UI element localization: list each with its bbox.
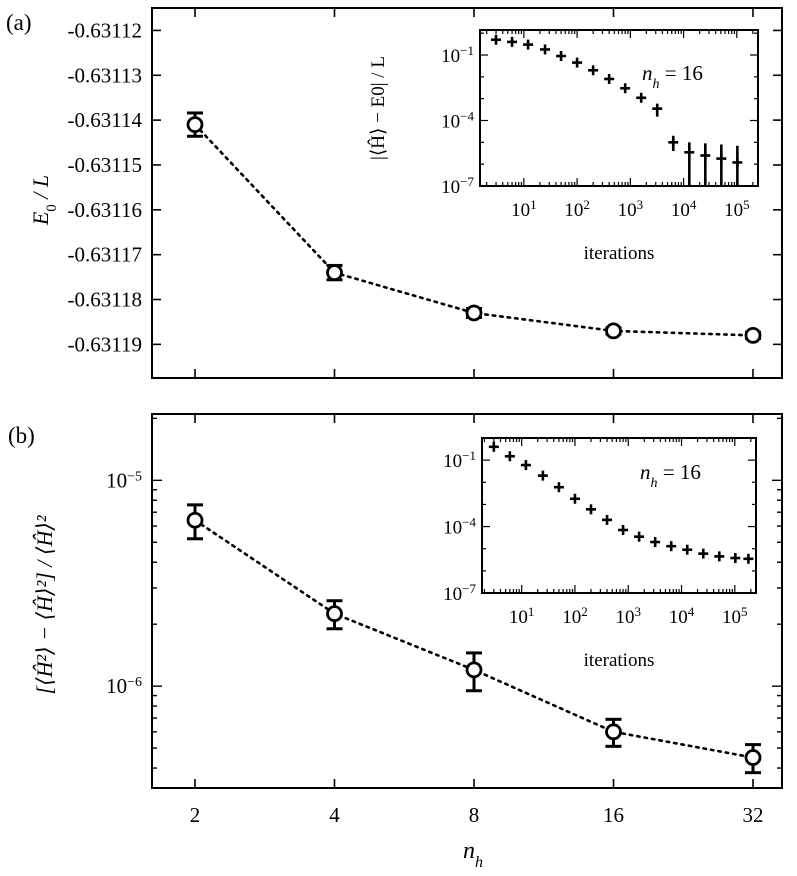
panel-b: 10−510−62 4 8 16 32 101 102 103 104 10510−110−41… — [106, 413, 783, 827]
inset-b-xtick-label: 105 — [722, 604, 748, 629]
a-ytick-label: -0.63117 — [68, 243, 142, 267]
inset-a-xtick-label: 102 — [564, 197, 590, 222]
panel-b-frame — [151, 413, 783, 789]
a-ytick-label: -0.63113 — [68, 63, 142, 87]
b-xtick-label: 4 — [329, 803, 340, 827]
a-data-point — [326, 264, 343, 282]
a-ytick-label: -0.63115 — [68, 153, 142, 177]
a-ytick-label: -0.63119 — [68, 332, 142, 356]
inset-b-xtick-label: 103 — [615, 604, 641, 629]
a-ytick-label: -0.63116 — [68, 198, 142, 222]
a-ytick-label: -0.63114 — [68, 108, 143, 132]
inset-b-xlabel: iterations — [584, 650, 655, 671]
b-data-point — [605, 723, 622, 741]
x-axis-label: nh — [463, 838, 483, 871]
a-ytick-label: -0.63112 — [68, 18, 142, 42]
inset-a-ytick-label: 10−1 — [441, 43, 474, 67]
inset-a-xtick-label: 104 — [671, 197, 697, 222]
inset-a-ytick-label: 10−4 — [441, 108, 474, 132]
inset-b-ytick-label: 10−1 — [443, 448, 476, 473]
b-xtick-label: 32 — [743, 803, 764, 827]
panel-a-frame — [151, 7, 783, 379]
b-xtick-label: 8 — [469, 803, 480, 827]
a-data-point — [465, 304, 483, 322]
a-ytick-label: -0.63118 — [68, 288, 142, 312]
inset-a-xtick-label: 101 — [511, 197, 537, 222]
a-data-point — [186, 116, 204, 134]
inset-a: 101 102 103 104 105 10−1 10−4 10−7 nh = 16 iter… — [367, 29, 759, 264]
inset-b-ytick-label: 10−4 — [443, 514, 476, 539]
inset-a-xtick-label: 103 — [618, 197, 644, 222]
b-ytick-label: 10−5 — [106, 468, 142, 492]
panel-b-ylabel: [⟨Ĥ²⟩ − ⟨Ĥ⟩²] / ⟨Ĥ⟩² — [32, 515, 57, 694]
panel-a-label: (a) — [6, 10, 32, 35]
panel-a-ylabel: E0 / L — [28, 175, 60, 226]
inset-a-annotation: nh = 16 — [642, 61, 703, 92]
b-ytick-label: 10−6 — [106, 674, 142, 698]
panel-a: -0.63112 -0.63113 -0.63114 -0.63115 -0.63116… — [68, 7, 783, 379]
b-xtick-label: 16 — [603, 803, 624, 827]
b-xtick-label: 2 — [190, 803, 201, 827]
inset-b: 101 102 103 104 105 10−1 10−4 10−7 nh = 16 iter… — [443, 437, 757, 671]
inset-a-ytick-label: 10−7 — [441, 174, 474, 199]
inset-a-xlabel: iterations — [584, 243, 655, 264]
inset-b-xtick-label: 101 — [509, 604, 535, 629]
b-data-point — [186, 511, 204, 529]
inset-b-xtick-label: 104 — [669, 604, 695, 629]
inset-b-frame — [481, 437, 757, 594]
panel-b-label: (b) — [8, 423, 35, 448]
inset-b-annotation: nh = 16 — [640, 460, 701, 491]
a-data-point — [605, 322, 622, 340]
inset-b-xtick-label: 102 — [562, 604, 588, 629]
a-data-point — [744, 326, 762, 344]
b-data-point — [465, 661, 483, 679]
b-data-point — [744, 749, 762, 766]
inset-a-ylabel: |⟨Ĥ⟩ − E0| / L — [367, 56, 389, 160]
inset-a-xtick-label: 105 — [724, 197, 750, 222]
inset-b-ytick-label: 10−7 — [443, 581, 476, 606]
b-data-point — [326, 605, 343, 623]
inset-a-frame — [479, 29, 759, 187]
